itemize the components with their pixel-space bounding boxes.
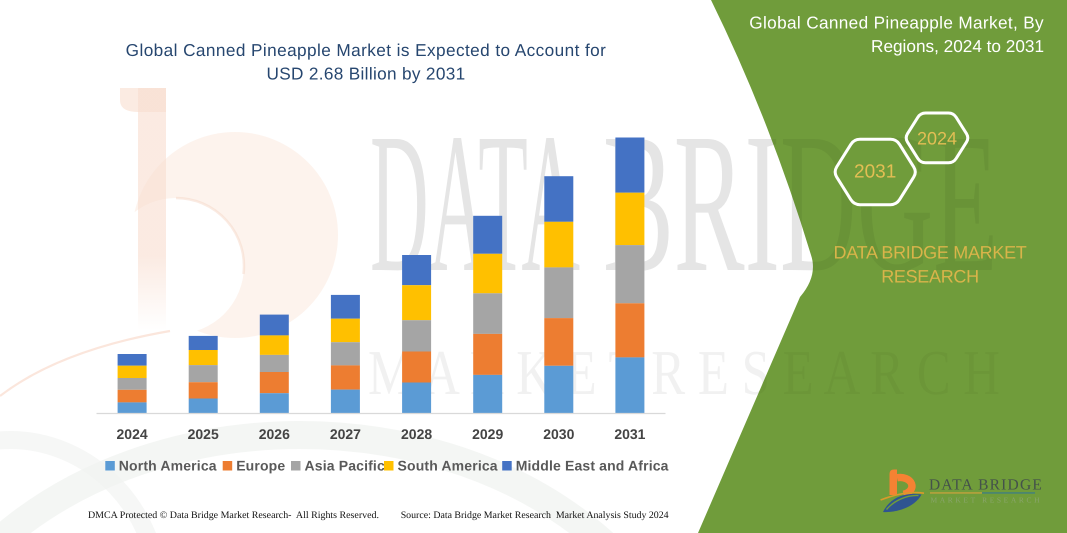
svg-text:2024: 2024 bbox=[117, 426, 148, 442]
svg-text:Asia Pacific: Asia Pacific bbox=[305, 458, 385, 474]
svg-text:2028: 2028 bbox=[401, 426, 432, 442]
svg-text:North America: North America bbox=[119, 458, 217, 474]
svg-text:2024: 2024 bbox=[917, 128, 957, 148]
svg-text:2026: 2026 bbox=[259, 426, 290, 442]
svg-text:Europe: Europe bbox=[236, 458, 285, 474]
svg-text:2031: 2031 bbox=[854, 162, 896, 183]
svg-text:RESEARCH: RESEARCH bbox=[881, 267, 979, 287]
svg-text:Global Canned Pineapple Market: Global Canned Pineapple Market is Expect… bbox=[126, 40, 607, 60]
svg-text:South America: South America bbox=[398, 458, 498, 474]
svg-text:Source: Data Bridge Market Res: Source: Data Bridge Market Research Mark… bbox=[401, 510, 669, 521]
svg-text:2030: 2030 bbox=[543, 426, 574, 442]
svg-text:2027: 2027 bbox=[330, 426, 361, 442]
svg-text:MARKET RESEARCH: MARKET RESEARCH bbox=[931, 496, 1043, 505]
svg-text:2031: 2031 bbox=[614, 426, 645, 442]
svg-text:2025: 2025 bbox=[188, 426, 219, 442]
svg-text:DATA BRIDGE MARKET: DATA BRIDGE MARKET bbox=[834, 243, 1027, 263]
svg-text:2029: 2029 bbox=[472, 426, 503, 442]
svg-text:DATA BRIDGE: DATA BRIDGE bbox=[929, 477, 1043, 494]
svg-text:Regions, 2024 to 2031: Regions, 2024 to 2031 bbox=[871, 36, 1044, 56]
svg-text:USD 2.68 Billion by 2031: USD 2.68 Billion by 2031 bbox=[266, 64, 465, 84]
svg-text:Global Canned Pineapple Market: Global Canned Pineapple Market, By bbox=[749, 13, 1044, 33]
svg-text:Middle East and Africa: Middle East and Africa bbox=[516, 458, 669, 474]
svg-text:DMCA Protected © Data Bridge M: DMCA Protected © Data Bridge Market Rese… bbox=[88, 510, 379, 521]
